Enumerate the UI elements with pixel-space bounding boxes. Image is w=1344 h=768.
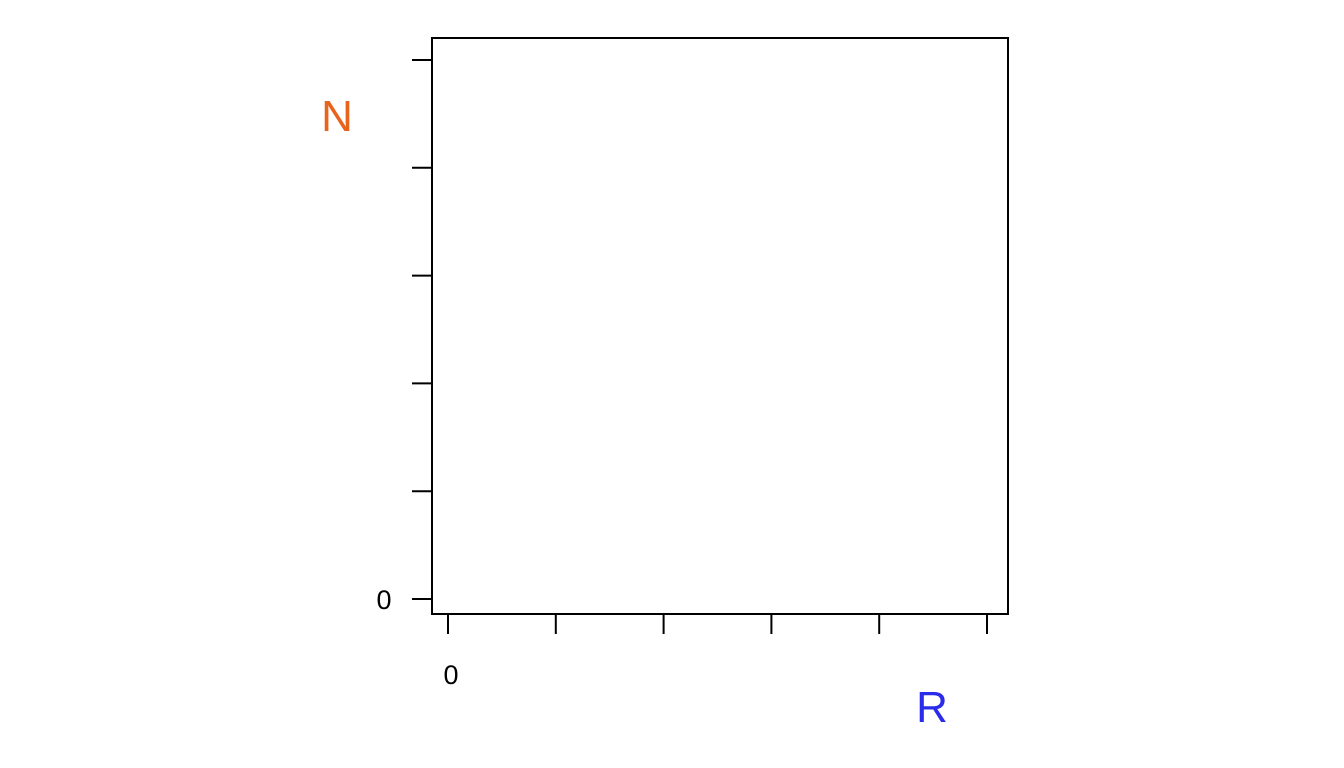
plot-frame — [431, 37, 1009, 615]
y-axis: 0 — [376, 59, 432, 615]
x-tick-label: 0 — [443, 660, 458, 690]
y-tick-label: 0 — [376, 585, 391, 615]
y-axis-label: N — [321, 92, 353, 141]
x-axis: 0 — [443, 614, 988, 690]
x-axis-label: R — [916, 683, 948, 732]
